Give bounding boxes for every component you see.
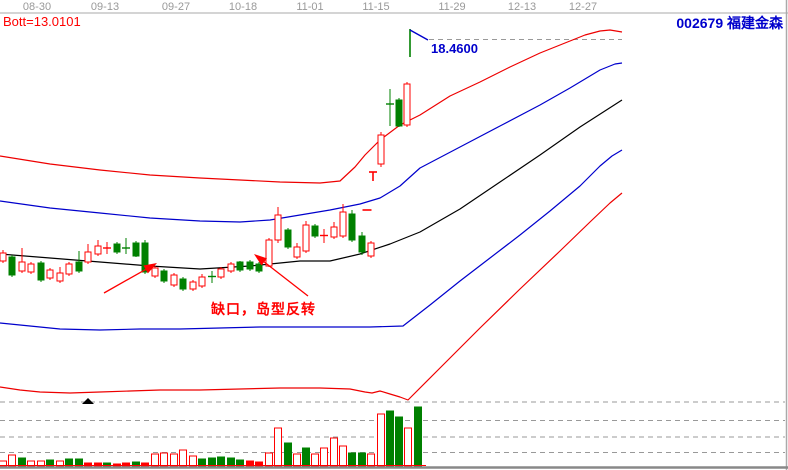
annotation-text: 缺口，岛型反转 bbox=[211, 301, 316, 317]
band-upper-red bbox=[0, 29, 623, 184]
volume-bar bbox=[160, 452, 168, 467]
candle bbox=[265, 239, 273, 267]
candle bbox=[293, 246, 301, 258]
stock-code-title: 002679 福建金森 bbox=[676, 15, 783, 31]
volume-bar bbox=[265, 452, 273, 467]
candle bbox=[274, 214, 282, 241]
date-label: 08-30 bbox=[22, 1, 52, 13]
volume-bar bbox=[65, 458, 73, 467]
annotation-arrow-line bbox=[103, 268, 147, 294]
volume-bar bbox=[217, 456, 225, 467]
flag-pointer-line bbox=[409, 29, 429, 41]
volume-bar bbox=[348, 452, 356, 467]
date-label: 09-13 bbox=[90, 1, 120, 13]
candle bbox=[46, 269, 54, 279]
volume-bar bbox=[367, 453, 375, 467]
candle bbox=[0, 252, 7, 262]
annotation-arrowhead bbox=[254, 254, 268, 266]
event-triangle-marker bbox=[82, 398, 94, 404]
candle bbox=[246, 261, 254, 270]
date-label: 11-01 bbox=[296, 1, 324, 13]
candle bbox=[84, 251, 92, 263]
volume-bar bbox=[151, 453, 159, 467]
date-label: 10-18 bbox=[228, 1, 258, 13]
volume-bar bbox=[414, 406, 422, 467]
band-lower-red bbox=[0, 192, 623, 401]
candle bbox=[170, 274, 178, 286]
candle bbox=[113, 243, 121, 253]
annotation-arrow-line bbox=[263, 261, 309, 297]
candle bbox=[377, 134, 385, 165]
date-label: 12-13 bbox=[507, 1, 537, 13]
candle bbox=[284, 229, 292, 248]
candle bbox=[367, 242, 375, 257]
candle bbox=[348, 213, 356, 241]
volume-bar bbox=[170, 453, 178, 467]
candle bbox=[75, 261, 83, 272]
annotation-arrowhead bbox=[143, 263, 157, 274]
candle bbox=[189, 281, 197, 290]
candle bbox=[339, 211, 347, 237]
date-label: 11-29 bbox=[438, 1, 466, 13]
volume-bar bbox=[386, 410, 394, 467]
volume-bar bbox=[330, 437, 338, 467]
candle bbox=[37, 262, 45, 281]
volume-bar bbox=[293, 453, 301, 467]
candle bbox=[65, 263, 73, 275]
high-price-label: 18.4600 bbox=[431, 41, 478, 56]
candle bbox=[151, 267, 159, 277]
volume-bar bbox=[274, 427, 282, 467]
volume-bar bbox=[311, 453, 319, 467]
candle bbox=[236, 261, 244, 271]
band-upper-blue bbox=[0, 62, 623, 223]
date-label: 11-15 bbox=[362, 1, 390, 13]
candle bbox=[8, 256, 16, 276]
candle bbox=[227, 263, 235, 272]
volume-bar bbox=[208, 457, 216, 467]
candle bbox=[358, 235, 366, 253]
candle bbox=[132, 242, 140, 257]
volume-bar bbox=[227, 457, 235, 467]
candle bbox=[179, 278, 187, 290]
band-lower-blue bbox=[0, 149, 623, 331]
volume-bar bbox=[302, 447, 310, 467]
candle bbox=[255, 263, 263, 272]
volume-bar bbox=[198, 458, 206, 467]
date-label: 12-27 bbox=[568, 1, 598, 13]
volume-bar bbox=[395, 416, 403, 467]
volume-bar bbox=[179, 449, 187, 467]
candle bbox=[403, 83, 411, 126]
candle bbox=[94, 245, 102, 255]
candle bbox=[27, 263, 35, 273]
candle bbox=[198, 276, 206, 287]
candle bbox=[311, 225, 319, 237]
candle bbox=[395, 99, 403, 127]
candle bbox=[56, 272, 64, 282]
volume-bar bbox=[75, 458, 83, 467]
volume-bar bbox=[18, 457, 26, 467]
volume-bar bbox=[8, 454, 16, 467]
volume-bar bbox=[358, 452, 366, 467]
volume-bar bbox=[339, 445, 347, 467]
candle bbox=[217, 268, 225, 278]
volume-bar bbox=[320, 447, 328, 467]
date-label: 09-27 bbox=[161, 1, 191, 13]
volume-bar bbox=[377, 413, 385, 467]
volume-bar bbox=[404, 427, 412, 467]
candle bbox=[160, 270, 168, 282]
band-middle-black bbox=[0, 99, 623, 270]
volume-bar bbox=[189, 455, 197, 467]
candle bbox=[302, 224, 310, 252]
candle bbox=[18, 261, 26, 272]
volume-bar bbox=[284, 442, 292, 467]
candle bbox=[141, 242, 149, 273]
indicator-value-label: Bott=13.0101 bbox=[3, 14, 81, 29]
candle bbox=[330, 226, 338, 238]
